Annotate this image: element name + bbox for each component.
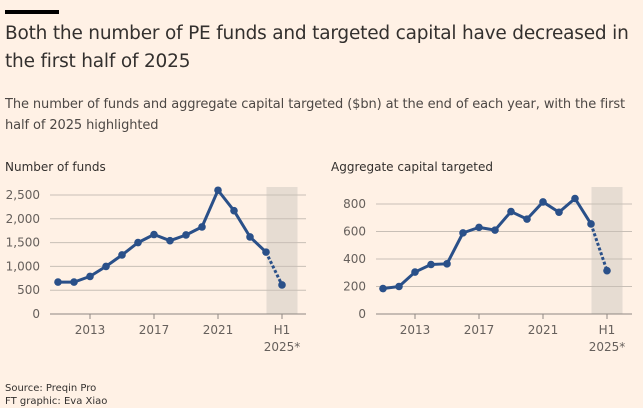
funds-data-point-2021	[214, 186, 222, 195]
capital-data-point-2013	[411, 268, 419, 276]
funds-y-tick-label: 2,500	[6, 188, 40, 202]
funds-x-tick-label: 2017	[139, 323, 170, 337]
capital-data-point-2017	[475, 223, 483, 232]
funds-data-point-2019	[182, 231, 190, 239]
ft-top-bar	[5, 10, 59, 14]
funds-x-tick-label: 2013	[75, 323, 106, 337]
capital-x-tick-label: 2013	[400, 323, 431, 337]
capital-data-point-2011	[379, 284, 387, 293]
capital-data-point-2012	[395, 282, 403, 291]
panel-title-capital: Aggregate capital targeted	[331, 160, 493, 174]
funds-data-point-2012	[70, 278, 78, 286]
capital-y-tick-label: 800	[343, 197, 366, 211]
capital-data-point-2022	[555, 208, 563, 217]
funds-x-tick-label: 2021	[203, 323, 234, 337]
funds-y-tick-label: 2,000	[6, 212, 40, 226]
funds-y-tick-label: 500	[17, 283, 40, 297]
funds-data-point-2018	[166, 236, 174, 245]
capital-data-point-2016	[459, 229, 467, 237]
funds-dashed-segment	[264, 251, 284, 286]
capital-data-point-h1-2025-	[603, 266, 611, 275]
footer: Source: Preqin Pro FT graphic: Eva Xiao	[5, 382, 107, 408]
capital-data-point-2021	[539, 198, 547, 206]
capital-highlight-band	[591, 187, 623, 314]
capital-data-point-2019	[507, 207, 515, 216]
capital-y-tick-label: 0	[358, 307, 366, 321]
funds-data-point-2013	[86, 272, 94, 281]
capital-x-tick-label-2: 2025*	[589, 340, 626, 354]
funds-y-tick-label: 1,000	[6, 259, 40, 273]
funds-data-point-2016	[134, 238, 142, 247]
capital-data-point-2020	[523, 215, 531, 223]
funds-data-point-2020	[198, 223, 206, 231]
capital-data-point-2014	[427, 260, 435, 269]
capital-x-tick-label: 2017	[464, 323, 495, 337]
capital-dashed-segment	[589, 223, 609, 272]
source-note: Source: Preqin Pro	[5, 383, 97, 394]
funds-data-point-2017	[150, 230, 158, 239]
capital-x-tick-label: 2021	[528, 323, 559, 337]
panel-title-funds: Number of funds	[5, 160, 106, 174]
funds-x-tick-label: H1	[274, 323, 291, 337]
capital-y-tick-label: 600	[343, 225, 366, 239]
funds-highlight-band	[266, 187, 298, 314]
funds-data-point-2023	[246, 233, 254, 241]
capital-data-point-2015	[443, 260, 451, 268]
funds-y-tick-label: 1,500	[6, 236, 40, 250]
graphic-credit: FT graphic: Eva Xiao	[5, 396, 108, 407]
funds-data-point-2024	[262, 248, 270, 256]
funds-data-point-h1-2025-	[278, 281, 286, 289]
capital-x-tick-label: H1	[599, 323, 616, 337]
capital-y-tick-label: 200	[343, 280, 366, 294]
capital-y-tick-label: 400	[343, 252, 366, 266]
capital-data-point-2023	[571, 194, 579, 203]
capital-data-point-2024	[587, 220, 595, 228]
funds-x-tick-label-2: 2025*	[264, 340, 301, 354]
funds-data-point-2022	[230, 206, 238, 215]
funds-data-point-2015	[118, 251, 126, 259]
chart-subtitle: The number of funds and aggregate capita…	[5, 97, 626, 133]
funds-data-point-2011	[54, 278, 62, 286]
funds-series-line	[56, 188, 268, 284]
funds-data-point-2014	[102, 262, 110, 271]
funds-y-tick-label: 0	[32, 307, 40, 321]
chart-title: Both the number of PE funds and targeted…	[5, 23, 629, 72]
capital-data-point-2018	[491, 226, 499, 234]
